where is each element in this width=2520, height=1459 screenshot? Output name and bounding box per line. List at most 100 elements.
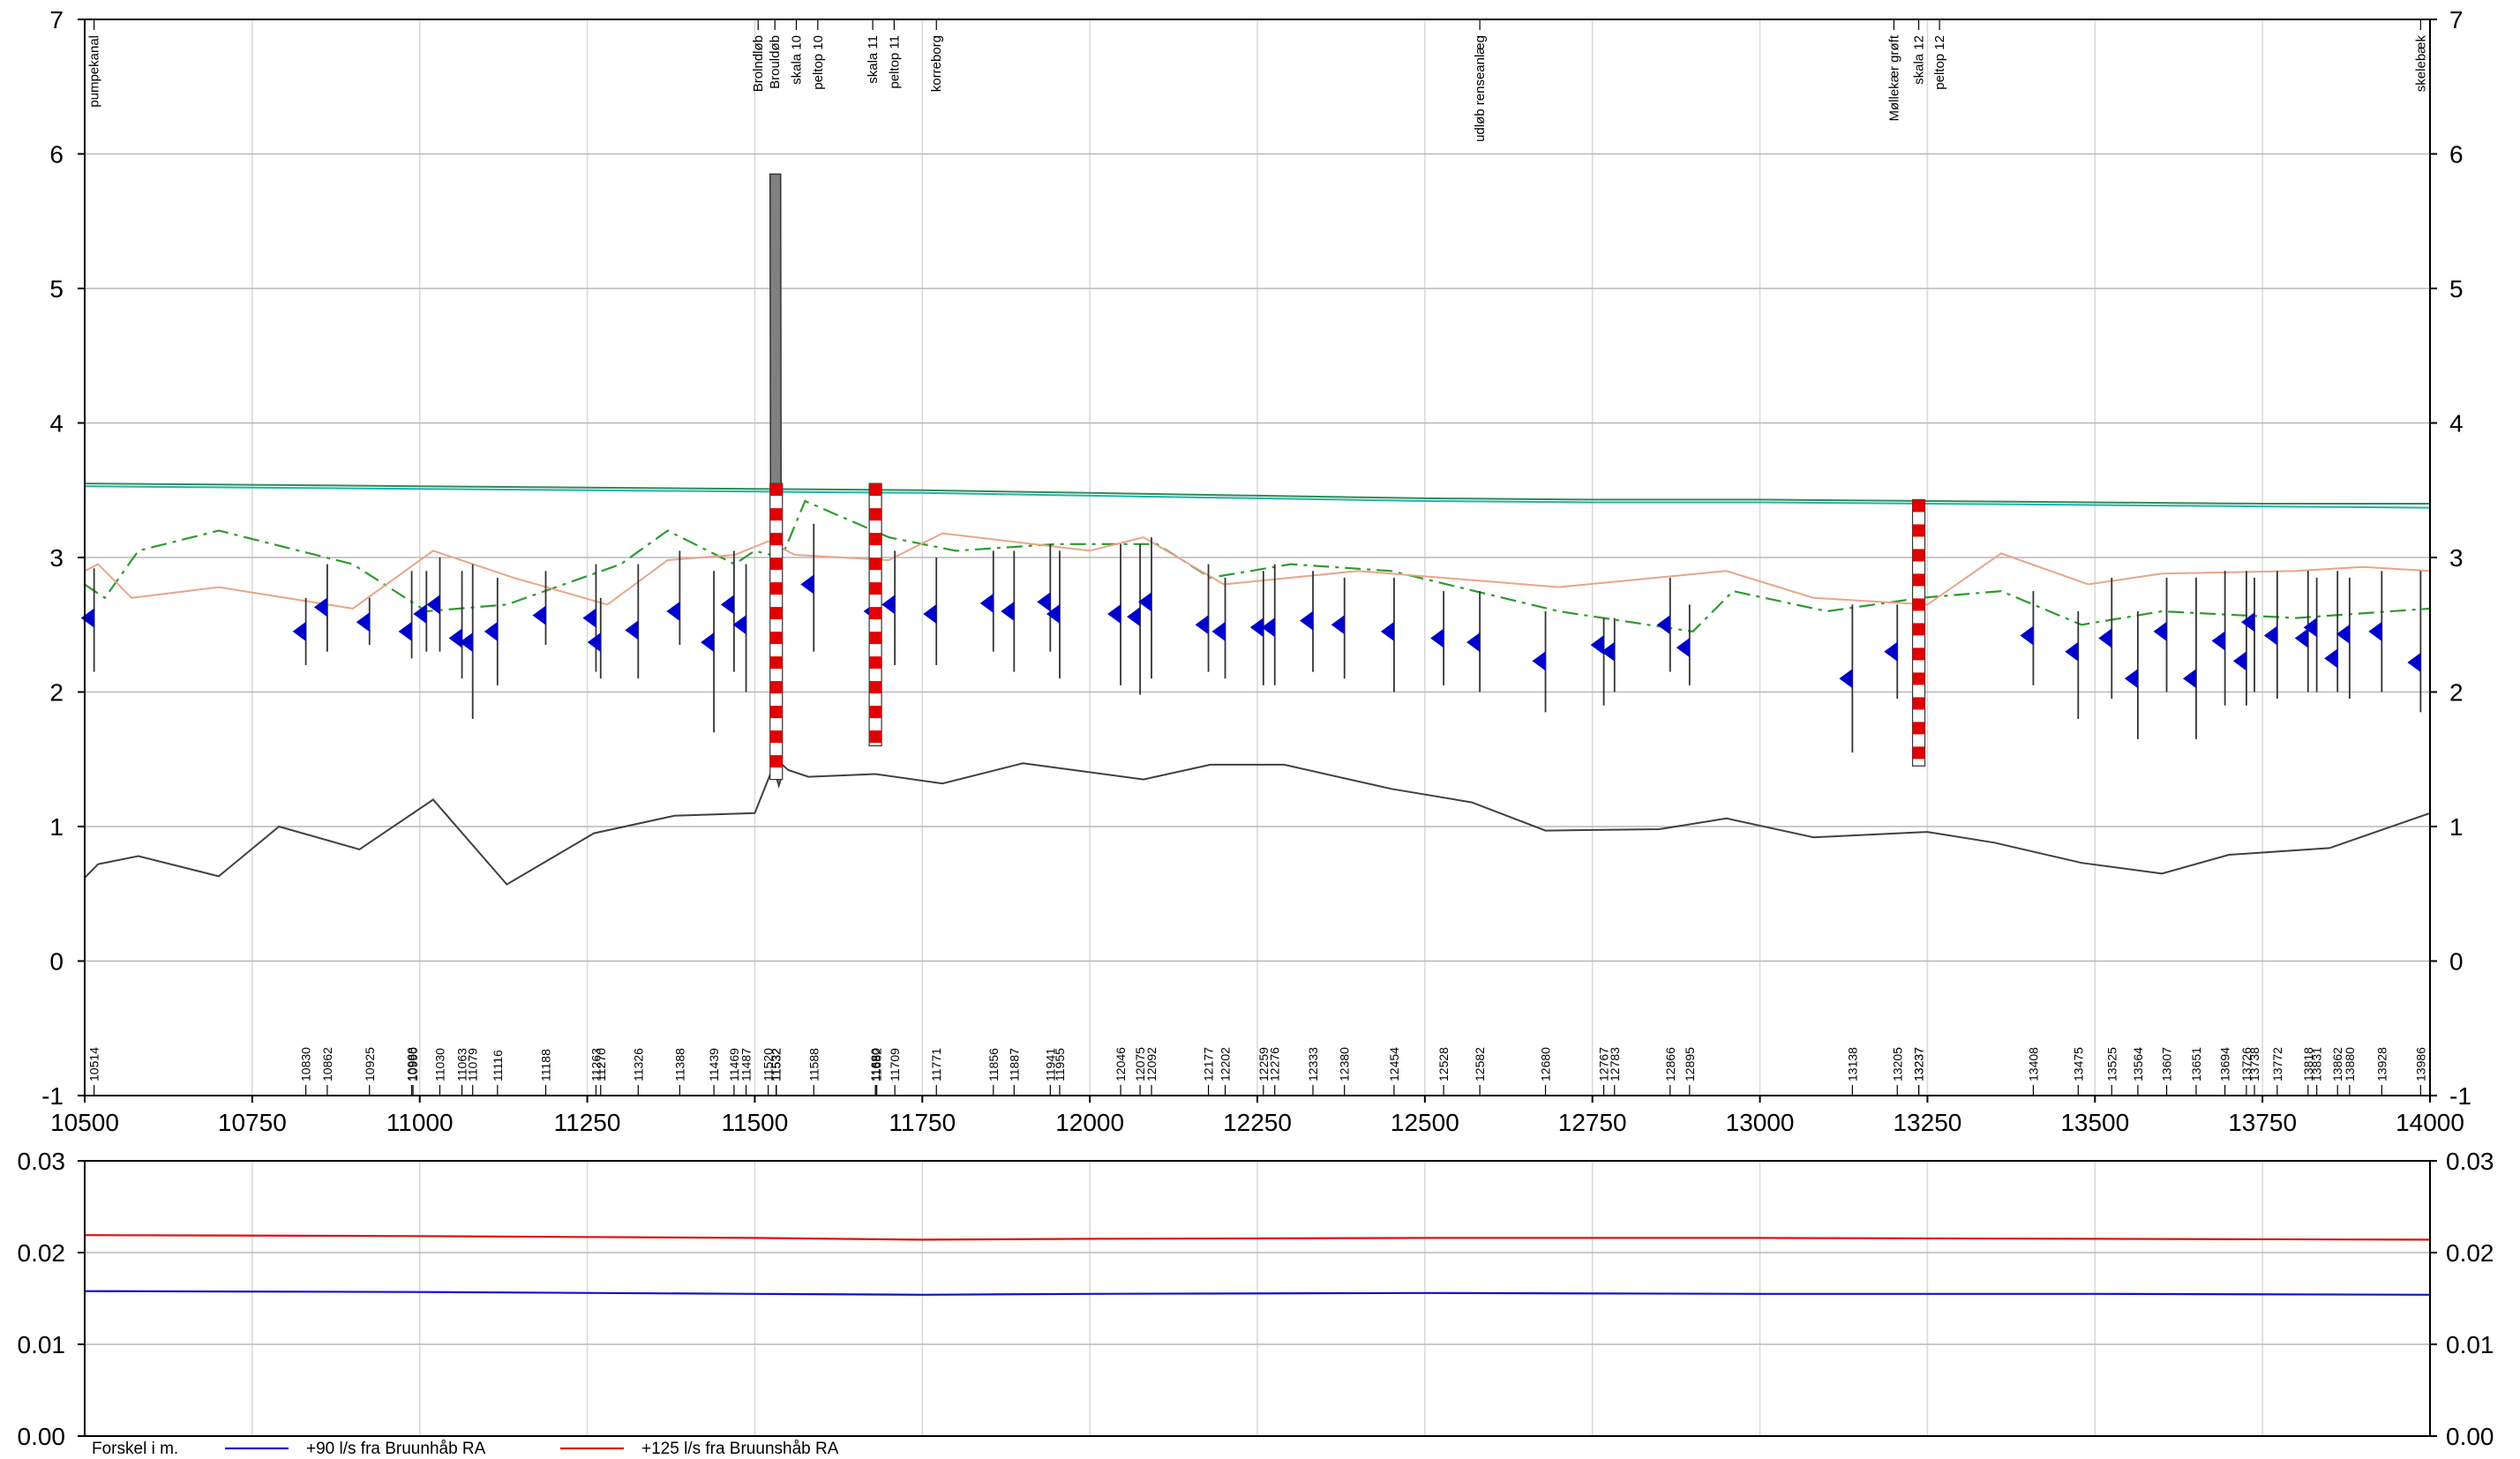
gauge-band: [1912, 746, 1925, 759]
section-marker: [2098, 628, 2112, 648]
x-tick-label: 12750: [1558, 1109, 1627, 1136]
y-tick-label: 0.02: [18, 1239, 66, 1267]
gauge-band: [1912, 524, 1925, 537]
chainage-label: 11680: [868, 1048, 882, 1081]
profile-y-ticks: -1 -1 0 0 1 1 2 2 3 3 4 4 5 5 6 6 7 7: [41, 6, 2471, 1110]
chainage-label: 13607: [2160, 1047, 2174, 1081]
location-label: korreborg: [929, 35, 944, 92]
y-tick-label: 0.03: [2446, 1148, 2494, 1175]
gauge-band: [769, 681, 783, 694]
y-tick-label: 5: [2449, 275, 2464, 303]
chainage-label: 12866: [1663, 1047, 1677, 1081]
section-marker: [1466, 632, 1481, 653]
section-marker: [1590, 635, 1604, 655]
profile-series-line-4: [85, 532, 2430, 610]
chainage-label: 11030: [432, 1048, 446, 1081]
section-marker: [666, 602, 680, 621]
chainage-label: 13205: [1890, 1047, 1904, 1081]
chainage-label: 12680: [1539, 1047, 1553, 1081]
chainage-label: 11588: [806, 1048, 821, 1081]
location-label: skelebæk: [2413, 35, 2428, 93]
chainage-label: 11487: [739, 1048, 754, 1081]
difference-series-line-2: [85, 1234, 2430, 1241]
gauge-band: [1912, 549, 1925, 562]
x-tick-label: 13750: [2228, 1109, 2297, 1136]
chainage-label: 13986: [2413, 1047, 2427, 1081]
y-tick-label: 5: [49, 275, 64, 303]
gauge-band: [869, 681, 882, 694]
y-tick-label: 3: [49, 544, 64, 572]
section-marker: [1601, 641, 1615, 662]
section-marker: [2182, 669, 2196, 689]
y-tick-label: 2: [2449, 679, 2464, 707]
section-marker: [2020, 625, 2034, 646]
x-tick-label: 11500: [722, 1109, 789, 1136]
chainage-label: 10514: [87, 1047, 101, 1081]
section-marker: [1249, 617, 1264, 638]
location-labels: pumpekanal Brolndløb Brouldøb skala 10 pelto…: [87, 19, 2428, 142]
chainage-label: 12454: [1387, 1047, 1401, 1081]
section-marker: [1430, 628, 1444, 648]
section-marker: [923, 604, 937, 625]
section-marker: [732, 615, 746, 635]
legend: Forskel i m. +90 l/s fra Bruunhåb RA +125 …: [92, 1440, 839, 1458]
section-marker: [881, 595, 896, 615]
legend-entry: +125 l/s fra Bruunshåb RA: [641, 1440, 839, 1458]
section-marker: [2294, 628, 2308, 648]
gauge-band: [869, 706, 882, 719]
gauge-band: [869, 730, 882, 744]
y-tick-label: 3: [2449, 544, 2464, 572]
section-marker: [448, 628, 462, 648]
location-label: skala 12: [1912, 35, 1927, 85]
gauge-band: [869, 632, 882, 645]
chainage-label: 11771: [929, 1048, 943, 1081]
x-tick-label: 11000: [386, 1109, 454, 1136]
section-marker: [2368, 621, 2382, 641]
section-marker: [292, 621, 306, 641]
gauge-band: [769, 730, 783, 744]
y-tick-label: 0.01: [2446, 1331, 2494, 1358]
x-tick-label: 13500: [2060, 1109, 2129, 1136]
chainage-label: 11887: [1007, 1048, 1021, 1081]
section-marker: [2232, 651, 2246, 671]
y-tick-label: 1: [49, 813, 64, 841]
chainage-label: 11856: [986, 1048, 1001, 1081]
gauge-band: [769, 557, 783, 571]
difference-grid: [84, 1160, 2431, 1437]
chainage-label: 13525: [2104, 1047, 2119, 1081]
section-marker: [1656, 615, 1670, 635]
section-marker: [587, 632, 601, 653]
location-label: peltop 11: [887, 35, 902, 89]
chainage-label: 13880: [2343, 1047, 2357, 1081]
y-tick-label: 4: [2449, 410, 2464, 438]
x-tick-label: 14000: [2396, 1109, 2464, 1136]
gauge-band: [769, 483, 783, 497]
chainage-label: 13726: [2239, 1047, 2254, 1081]
location-label: skala 10: [790, 35, 805, 85]
chainage-label: 12582: [1473, 1047, 1487, 1081]
section-marker: [398, 621, 412, 641]
chainage-label: 11532: [769, 1048, 784, 1081]
section-marker: [979, 593, 994, 613]
section-marker: [2211, 631, 2225, 651]
section-marker: [1211, 621, 1226, 641]
chainage-label: 12276: [1268, 1047, 1282, 1081]
chainage-label: 12380: [1338, 1047, 1352, 1081]
difference-frame: [84, 1160, 2431, 1437]
profile-series-line-2: [85, 485, 2430, 509]
chainage-label: 10862: [320, 1047, 334, 1081]
chainage-label: 13237: [1912, 1047, 1926, 1081]
chainage-label: 13738: [2247, 1047, 2261, 1081]
section-marker: [720, 595, 734, 615]
chainage-label: 13475: [2071, 1047, 2085, 1081]
difference-series-line-1: [85, 1290, 2430, 1296]
x-tick-label: 10500: [50, 1109, 119, 1136]
chainage-label: 12528: [1436, 1047, 1451, 1081]
section-marker: [1532, 651, 1546, 671]
location-label: pumpekanal: [87, 35, 102, 108]
gauge-band: [1912, 647, 1925, 661]
y-tick-label: -1: [41, 1082, 64, 1110]
chainage-label: 10990: [406, 1047, 420, 1081]
y-tick-label: 4: [49, 410, 64, 438]
chainage-label: 12046: [1114, 1047, 1128, 1081]
